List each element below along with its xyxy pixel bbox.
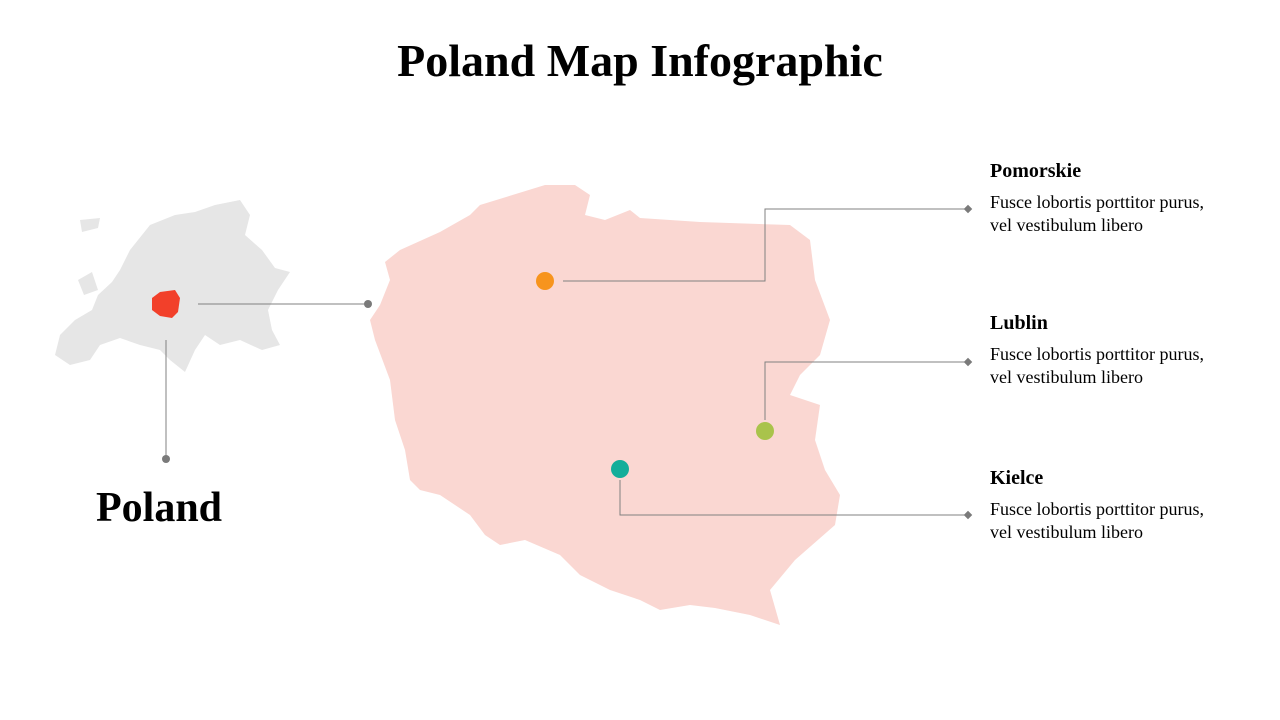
region-name: Pomorskie xyxy=(990,160,1082,182)
connector-line xyxy=(619,480,966,516)
marker-kielce xyxy=(611,460,629,478)
connectors xyxy=(165,208,966,516)
region-text: Fusce lobortis porttitor purus, vel vest… xyxy=(990,499,1204,542)
region-name: Kielce xyxy=(990,467,1044,489)
connector-diamond xyxy=(963,357,973,367)
region-card: Lublin Fusce lobortis porttitor purus, v… xyxy=(990,312,1220,388)
poland-map xyxy=(370,185,840,625)
country-label: Poland xyxy=(96,485,223,531)
marker-lublin xyxy=(756,422,774,440)
connector-dot xyxy=(364,300,372,308)
title: Poland Map Infographic xyxy=(397,35,883,86)
connector-dot xyxy=(162,455,170,463)
region-text: Fusce lobortis porttitor purus, vel vest… xyxy=(990,344,1204,387)
europe-map xyxy=(55,200,290,372)
poland-small-highlight xyxy=(152,290,180,318)
region-text: Fusce lobortis porttitor purus, vel vest… xyxy=(990,192,1204,235)
region-card: Kielce Fusce lobortis porttitor purus, v… xyxy=(990,467,1220,543)
connector-line xyxy=(563,208,966,282)
connector-diamond xyxy=(963,204,973,214)
region-name: Lublin xyxy=(990,312,1048,334)
connector-line xyxy=(764,361,966,420)
region-card: Pomorskie Fusce lobortis porttitor purus… xyxy=(990,160,1220,236)
connector-diamond xyxy=(963,510,973,520)
marker-pomorskie xyxy=(536,272,554,290)
